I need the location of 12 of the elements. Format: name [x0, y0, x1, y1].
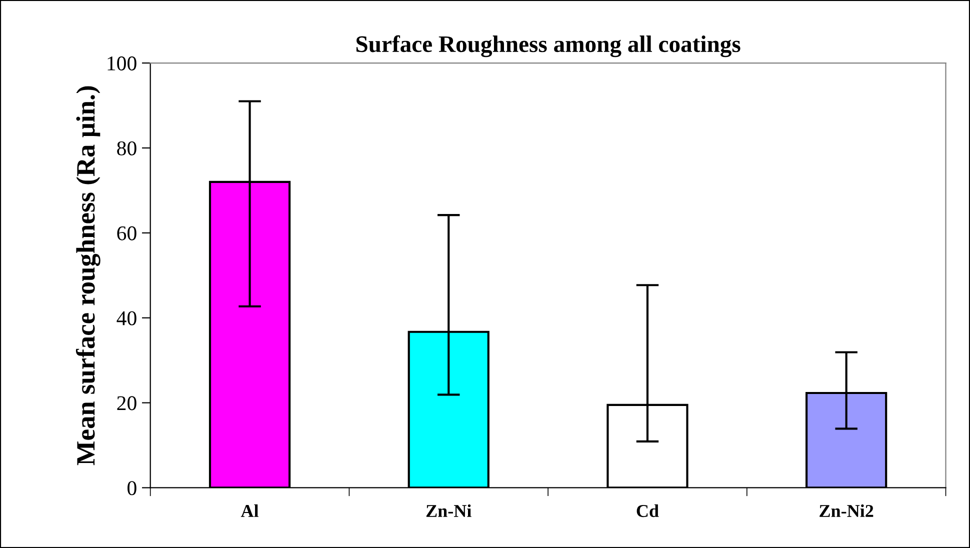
- y-tick-label: 80: [117, 141, 136, 156]
- x-tick-label: Al: [240, 504, 258, 517]
- chart-title: Surface Roughness among all coatings: [356, 35, 740, 58]
- y-tick-label: 20: [117, 396, 136, 410]
- y-tick-label: 60: [117, 226, 136, 240]
- y-tick-label: 100: [108, 56, 136, 70]
- x-tick-label: Zn-Ni2: [820, 504, 874, 517]
- y-tick-label: 40: [116, 311, 136, 326]
- y-axis-title: Mean surface roughness (Ra µin.): [76, 86, 100, 466]
- x-tick-label: Cd: [636, 504, 659, 518]
- y-tick-label: 0: [128, 481, 136, 496]
- x-tick-label: Zn-Ni: [426, 504, 472, 517]
